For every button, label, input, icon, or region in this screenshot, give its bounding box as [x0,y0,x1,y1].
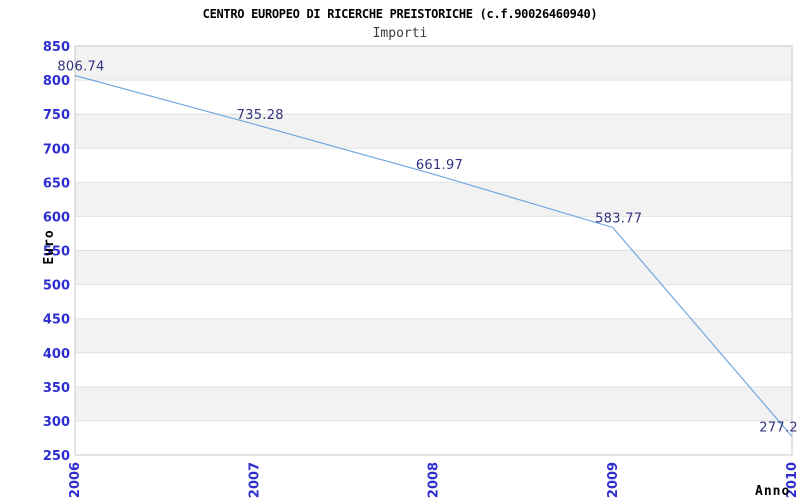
plot-band [75,148,792,183]
y-axis-title: Euro [42,229,57,264]
y-tick-label: 400 [43,347,70,362]
y-tick-label: 800 [43,74,70,89]
y-tick-label: 550 [43,245,70,260]
y-tick-label: 300 [43,415,70,430]
x-tick-label: 2010 [785,462,800,498]
plot-band [75,114,792,149]
chart-subtitle: Importi [372,26,428,41]
y-tick-label: 600 [43,210,70,225]
plot-band [75,284,792,319]
plot-band [75,386,792,421]
point-label: 661.97 [416,158,463,173]
x-axis-title: Anno [755,484,790,499]
plot-band [75,216,792,251]
y-tick-label: 450 [43,313,70,328]
y-tick-label: 750 [43,108,70,123]
y-tick-label: 650 [43,176,70,191]
plot-band [75,250,792,285]
y-tick-label: 250 [43,449,70,464]
x-tick-label: 2008 [427,462,442,498]
y-tick-label: 700 [43,142,70,157]
y-tick-label: 850 [43,40,70,55]
plot-band [75,182,792,217]
plot-band [75,80,792,115]
y-tick-label: 500 [43,279,70,294]
plot-band [75,420,792,455]
x-tick-label: 2007 [247,462,262,498]
chart-title: CENTRO EUROPEO DI RICERCHE PREISTORICHE … [202,7,598,21]
y-tick-label: 350 [43,381,70,396]
plot-border [74,45,793,456]
data-line [74,74,793,437]
plot-band [75,318,792,353]
plot-band [75,352,792,387]
point-label: 735.28 [237,108,284,123]
plot-band [75,46,792,81]
x-tick-label: 2009 [606,462,621,498]
point-label: 583.77 [595,211,642,226]
x-tick-label: 2006 [68,462,83,498]
point-label: 277.2 [759,420,798,435]
point-label: 806.74 [57,59,104,74]
